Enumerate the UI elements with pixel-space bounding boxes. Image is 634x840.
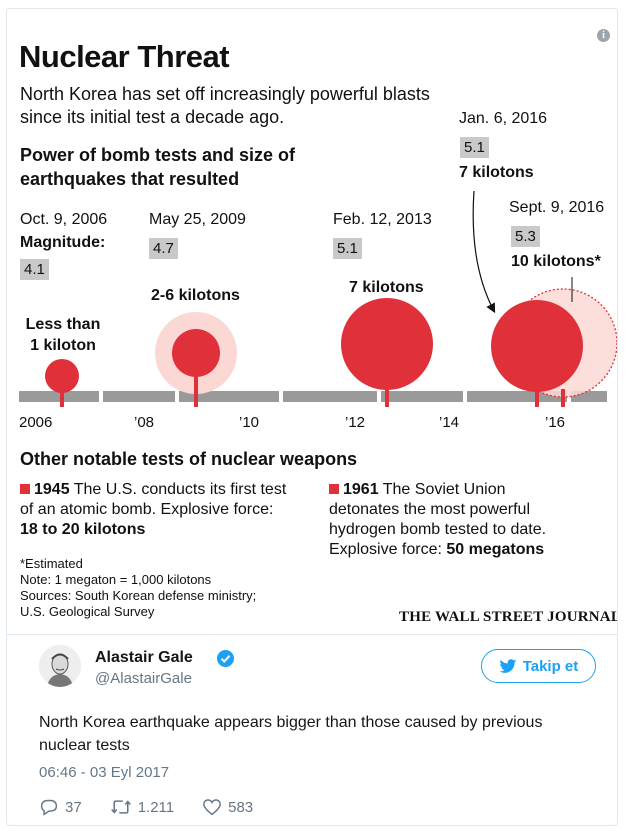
avatar[interactable] bbox=[39, 645, 81, 687]
magnitude-sept-2016: 5.3 bbox=[511, 226, 540, 247]
arrow-to-jan-2016 bbox=[472, 190, 496, 314]
red-square-icon bbox=[329, 484, 339, 494]
author-name[interactable]: Alastair Gale bbox=[95, 649, 193, 666]
axis-label-2006: 2006 bbox=[19, 414, 53, 431]
tweet-card: i Nuclear Threat North Korea has set off… bbox=[6, 8, 618, 826]
yield-2013: 7 kilotons bbox=[349, 279, 424, 296]
reply-action[interactable]: 37 bbox=[39, 798, 82, 816]
notable-text: The U.S. conducts its first test of an a… bbox=[20, 481, 287, 518]
tweet-timestamp[interactable]: 06:46 - 03 Eyl 2017 bbox=[39, 764, 170, 781]
notable-test-1945: 1945 The U.S. conducts its first test of… bbox=[20, 480, 290, 540]
force-value: 50 megatons bbox=[446, 541, 545, 558]
follow-button[interactable]: Takip et bbox=[481, 649, 596, 683]
yield-2006: Less than 1 kiloton bbox=[25, 316, 101, 354]
like-action[interactable]: 583 bbox=[202, 798, 253, 816]
footnote-line: Note: 1 megaton = 1,000 kilotons bbox=[20, 572, 212, 587]
bomb-2009 bbox=[155, 312, 237, 407]
date-sept-2016: Sept. 9, 2016 bbox=[509, 199, 605, 216]
twitter-bird-icon bbox=[499, 658, 516, 673]
footnote-line: U.S. Geological Survey bbox=[20, 604, 155, 619]
tweet-actions: 37 1.211 583 bbox=[39, 797, 281, 817]
reply-count: 37 bbox=[65, 798, 82, 816]
like-count: 583 bbox=[228, 798, 254, 816]
info-icon[interactable]: i bbox=[597, 29, 610, 42]
other-tests-title: Other notable tests of nuclear weapons bbox=[20, 449, 358, 469]
timeline-graphic bbox=[19, 190, 617, 407]
bomb-sept-2016 bbox=[508, 277, 617, 407]
magnitude-2013: 5.1 bbox=[333, 238, 362, 259]
notable-test-1961: 1961 The Soviet Union detonates the most… bbox=[329, 480, 579, 560]
verified-badge-icon bbox=[217, 650, 234, 667]
retweet-icon bbox=[110, 800, 131, 814]
force-label: Explosive force: bbox=[329, 541, 442, 558]
wsj-credit: THE WALL STREET JOURNAL. bbox=[399, 609, 618, 625]
bomb-2006 bbox=[45, 359, 79, 407]
date-2006: Oct. 9, 2006 bbox=[20, 211, 108, 228]
divider bbox=[7, 634, 617, 635]
reply-icon bbox=[40, 799, 58, 816]
retweet-count: 1.211 bbox=[137, 798, 175, 816]
section-title: Power of bomb tests and size of earthqua… bbox=[20, 145, 296, 189]
magnitude-2006: 4.1 bbox=[20, 259, 49, 280]
magnitude-jan-2016: 5.1 bbox=[460, 137, 489, 158]
infographic-subtitle: North Korea has set off increasingly pow… bbox=[20, 84, 430, 127]
date-2009: May 25, 2009 bbox=[149, 211, 246, 228]
red-square-icon bbox=[20, 484, 30, 494]
axis-label-08: ’08 bbox=[134, 414, 155, 431]
bomb-2013 bbox=[341, 298, 433, 407]
force-label: Explosive force: bbox=[160, 501, 274, 518]
yield-2009: 2-6 kilotons bbox=[151, 287, 240, 304]
yield-jan-2016: 7 kilotons bbox=[459, 164, 534, 181]
force-value: 18 to 20 kilotons bbox=[20, 521, 146, 538]
footnote-line: *Estimated bbox=[20, 556, 83, 571]
notable-year: 1945 bbox=[34, 481, 70, 498]
retweet-action[interactable]: 1.211 bbox=[110, 799, 174, 816]
tweet-text: North Korea earthquake appears bigger th… bbox=[39, 714, 543, 754]
notable-year: 1961 bbox=[343, 481, 379, 498]
heart-icon bbox=[203, 799, 222, 816]
follow-label: Takip et bbox=[522, 657, 579, 675]
yield-sept-2016: 10 kilotons* bbox=[511, 253, 601, 270]
axis-label-12: ’12 bbox=[345, 414, 366, 431]
magnitude-label: Magnitude: bbox=[20, 234, 106, 251]
infographic-title: Nuclear Threat bbox=[19, 39, 230, 74]
axis-label-14: ’14 bbox=[439, 414, 460, 431]
avatar-portrait-icon bbox=[39, 645, 81, 687]
timeline-axis bbox=[19, 389, 607, 404]
magnitude-2009: 4.7 bbox=[149, 238, 178, 259]
axis-label-10: ’10 bbox=[239, 414, 260, 431]
footnote-line: Sources: South Korean defense ministry; bbox=[20, 588, 257, 603]
bomb-jan-2016 bbox=[491, 300, 583, 407]
date-jan-2016: Jan. 6, 2016 bbox=[459, 110, 548, 127]
footnotes: *Estimated Note: 1 megaton = 1,000 kilot… bbox=[20, 556, 256, 620]
notable-text: The Soviet Union detonates the most powe… bbox=[329, 481, 547, 538]
axis-label-16: ’16 bbox=[545, 414, 566, 431]
date-2013: Feb. 12, 2013 bbox=[333, 211, 432, 228]
author-handle[interactable]: @AlastairGale bbox=[95, 670, 192, 687]
